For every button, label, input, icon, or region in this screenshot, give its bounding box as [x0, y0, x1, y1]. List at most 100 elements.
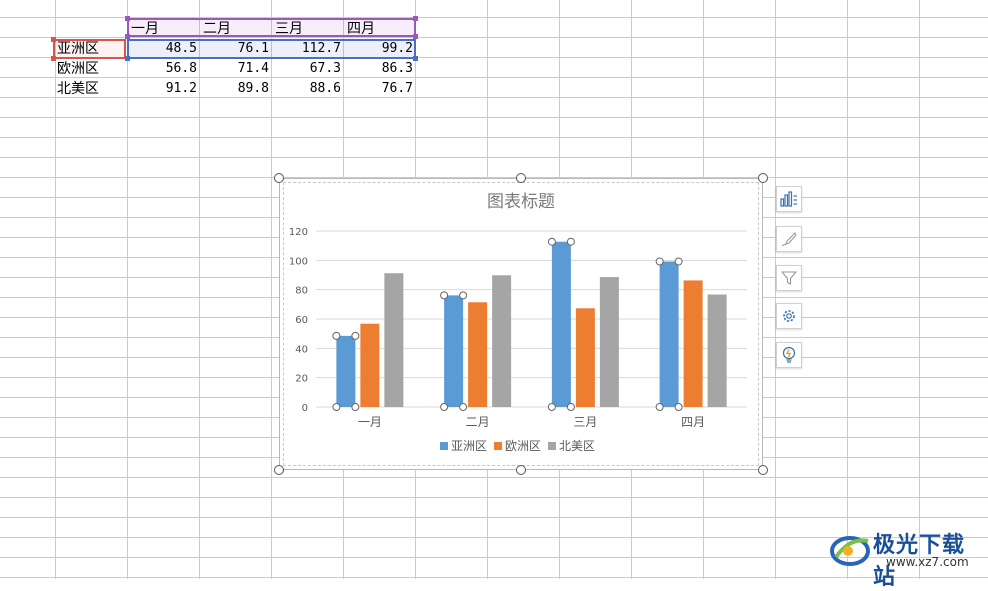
resize-handle-top-left[interactable]: [274, 173, 284, 183]
month-header-selection[interactable]: [127, 18, 416, 37]
bar-2-0[interactable]: [384, 273, 404, 407]
watermark-text: 极光下载站: [873, 533, 966, 590]
site-watermark: 极光下载站 www.xz7.com: [828, 525, 983, 590]
bar-selection-handle[interactable]: [351, 403, 360, 411]
bar-selection-handle[interactable]: [655, 257, 664, 266]
bar-2-1[interactable]: [492, 275, 512, 407]
y-tick-label: 20: [295, 374, 308, 385]
series-name-selection[interactable]: [53, 39, 126, 59]
header-cell-apr[interactable]: 四月: [347, 21, 375, 37]
bar-0-3[interactable]: [659, 261, 679, 407]
bar-0-1[interactable]: [444, 295, 464, 407]
bar-selection-handle[interactable]: [459, 291, 468, 300]
row-label-north-america[interactable]: 北美区: [57, 81, 99, 97]
cell-asia-feb[interactable]: 76.1: [237, 41, 269, 56]
bar-selection-handle[interactable]: [547, 237, 556, 246]
series-selection-handles[interactable]: [332, 237, 683, 411]
selection-corner-handle[interactable]: [413, 34, 418, 39]
bar-selection-handle[interactable]: [655, 403, 664, 411]
cell-europe-feb[interactable]: 71.4: [237, 61, 269, 76]
bar-0-0[interactable]: [336, 335, 356, 407]
chart-style-brush-icon: [781, 232, 797, 247]
y-axis-tick-labels: 0 20 40 60 80 100 120: [289, 227, 308, 414]
bar-selection-handle[interactable]: [459, 403, 468, 411]
x-tick-label: 四月: [681, 415, 705, 429]
header-cell-feb[interactable]: 二月: [203, 21, 231, 37]
clustered-column-chart[interactable]: 图表标题 0 20 40 60 80 100 120 一月 二月 三月 四月 亚洲区 欧洲区 北美区: [279, 178, 763, 470]
chart-elements-icon: [780, 191, 797, 207]
bar-selection-handle[interactable]: [566, 237, 575, 246]
watermark-url: www.xz7.com: [886, 555, 969, 569]
chart-idea-lightbulb-icon: [782, 346, 796, 363]
bar-selection-handle[interactable]: [332, 403, 341, 411]
legend-label[interactable]: 亚洲区: [451, 439, 487, 453]
chart-filter-button[interactable]: [776, 265, 802, 291]
bar-selection-handle[interactable]: [547, 403, 556, 411]
chart-settings-gear-icon: [783, 310, 795, 322]
cell-europe-apr[interactable]: 86.3: [381, 61, 413, 76]
chart-style-button[interactable]: [776, 226, 802, 252]
bar-selection-handle[interactable]: [351, 331, 360, 340]
chart-title[interactable]: 图表标题: [487, 192, 555, 212]
y-tick-label: 80: [295, 286, 308, 297]
selection-corner-handle[interactable]: [413, 16, 418, 21]
cell-asia-apr[interactable]: 99.2: [381, 41, 413, 56]
header-cell-jan[interactable]: 一月: [131, 21, 159, 37]
y-tick-label: 40: [295, 344, 308, 355]
resize-handle-bottom-right[interactable]: [758, 465, 768, 475]
selection-corner-handle[interactable]: [413, 56, 418, 61]
chart-legend[interactable]: 亚洲区 欧洲区 北美区: [440, 439, 595, 453]
bar-1-3[interactable]: [683, 280, 703, 407]
row-label-asia[interactable]: 亚洲区: [57, 41, 99, 57]
x-axis-tick-labels: 一月 二月 三月 四月: [358, 415, 705, 429]
chart-idea-button[interactable]: [776, 342, 802, 368]
bar-1-2[interactable]: [575, 308, 595, 407]
cell-na-mar[interactable]: 88.6: [309, 81, 341, 96]
chart-filter-icon: [781, 271, 797, 285]
bar-0-2[interactable]: [551, 241, 571, 407]
resize-handle-top[interactable]: [516, 173, 526, 183]
selection-corner-handle[interactable]: [51, 56, 56, 61]
bar-1-0[interactable]: [360, 323, 380, 407]
x-tick-label: 二月: [466, 415, 490, 429]
bar-2-3[interactable]: [707, 294, 727, 407]
cell-na-apr[interactable]: 76.7: [381, 81, 413, 96]
chart-bars[interactable]: [336, 241, 727, 407]
y-tick-label: 0: [302, 403, 308, 414]
x-tick-label: 一月: [358, 415, 382, 429]
series-values-selection[interactable]: [127, 39, 416, 59]
bar-selection-handle[interactable]: [440, 403, 449, 411]
resize-handle-bottom[interactable]: [516, 465, 526, 475]
resize-handle-bottom-left[interactable]: [274, 465, 284, 475]
bar-selection-handle[interactable]: [674, 257, 683, 266]
bar-selection-handle[interactable]: [674, 403, 683, 411]
legend-swatch: [548, 442, 556, 450]
resize-handle-top-right[interactable]: [758, 173, 768, 183]
y-tick-label: 60: [295, 315, 308, 326]
y-tick-label: 100: [289, 256, 308, 267]
chart-settings-button[interactable]: [776, 303, 802, 329]
cell-asia-jan[interactable]: 48.5: [165, 41, 197, 56]
row-label-europe[interactable]: 欧洲区: [57, 61, 99, 77]
cell-na-feb[interactable]: 89.8: [237, 81, 269, 96]
legend-label[interactable]: 欧洲区: [505, 439, 541, 453]
cell-na-jan[interactable]: 91.2: [165, 81, 197, 96]
selection-corner-handle[interactable]: [125, 34, 130, 39]
selection-corner-handle[interactable]: [125, 16, 130, 21]
y-tick-label: 120: [289, 227, 308, 238]
bar-selection-handle[interactable]: [566, 403, 575, 411]
cell-asia-mar[interactable]: 112.7: [301, 41, 341, 56]
bar-selection-handle[interactable]: [332, 331, 341, 340]
bar-selection-handle[interactable]: [440, 291, 449, 300]
selection-corner-handle[interactable]: [125, 56, 130, 61]
cell-europe-jan[interactable]: 56.8: [165, 61, 197, 76]
legend-swatch: [494, 442, 502, 450]
chart-elements-button[interactable]: [776, 186, 802, 212]
header-cell-mar[interactable]: 三月: [275, 21, 303, 37]
selection-corner-handle[interactable]: [51, 37, 56, 42]
bar-2-2[interactable]: [599, 277, 619, 407]
chart-object[interactable]: [279, 178, 763, 470]
cell-europe-mar[interactable]: 67.3: [309, 61, 341, 76]
legend-label[interactable]: 北美区: [559, 439, 595, 453]
bar-1-1[interactable]: [468, 302, 488, 407]
